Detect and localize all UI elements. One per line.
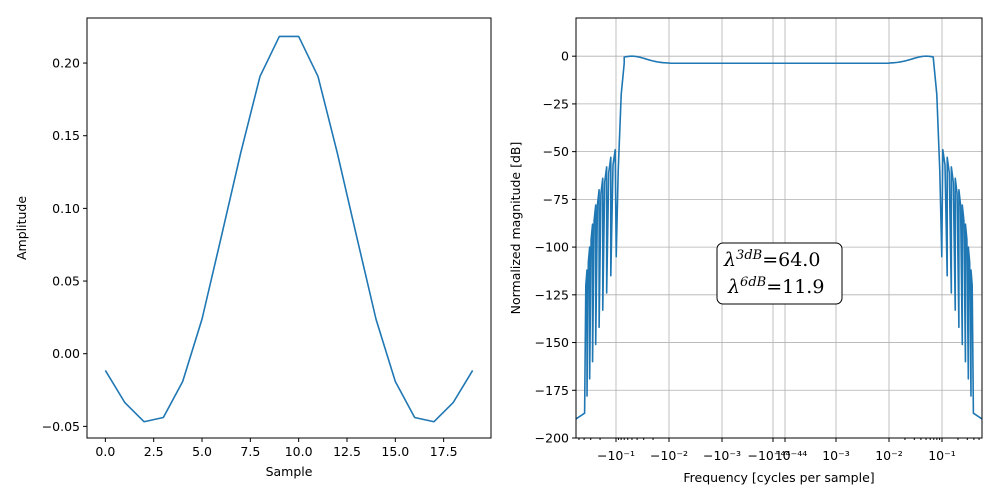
right-y-tick-label: −175 [535,383,569,398]
right-x-tick-label: 10⁻³ [822,448,850,463]
frequency-response-line [575,55,983,420]
left-x-tick-label: 17.5 [430,444,458,459]
left-y-tick-label: 0.05 [52,274,80,289]
right-x-tick-label: 10⁻⁴⁴ [775,448,808,463]
lambda-symbol: λ [723,249,736,271]
left-chart-panel: 0.0 2.5 5.0 7.5 10.0 12.5 15.0 17.5 −0.05 0.00 0.0… [14,17,492,479]
lambda-annotation: λ3dB=64.0 λ6dB=11.9 [716,242,843,305]
left-x-tick-label: 0.0 [95,444,115,459]
right-y-tick-label: −50 [543,144,569,159]
right-y-tick-label: −25 [543,96,569,111]
left-y-tick-label: 0.15 [52,128,80,143]
impulse-response-line [104,35,474,423]
right-x-tick-label: −10⁻⁴⁴ [748,448,791,463]
right-axes-frame [575,17,983,439]
lambda-6db-value: =11.9 [766,276,824,298]
right-x-tick-label: −10⁻¹ [597,448,635,463]
right-y-tick-label: −75 [543,192,569,207]
left-y-tick-label: 0.10 [52,201,80,216]
lambda-symbol: λ [727,276,740,298]
right-x-tick-label: −10⁻² [650,448,688,463]
right-x-tick-label: −10⁻³ [703,448,741,463]
left-x-axis-label: Sample [266,464,313,479]
left-axes-frame [86,17,492,439]
left-x-tick-label: 15.0 [381,444,409,459]
right-y-tick-label: −100 [535,240,569,255]
right-x-tick-label: 10⁻² [875,448,903,463]
annotation-line-6db: λ6dB=11.9 [727,275,824,298]
right-y-tick-label: 0 [561,49,569,64]
lambda-3db-value: =64.0 [762,249,820,271]
right-y-tick-label: −125 [535,287,569,302]
right-y-axis-label: Normalized magnitude [dB] [508,142,523,315]
superscript-6db: 6dB [740,275,766,290]
left-y-tick-label: 0.00 [52,346,80,361]
left-x-tick-label: 7.5 [240,444,260,459]
left-x-tick-label: 12.5 [333,444,361,459]
annotation-line-3db: λ3dB=64.0 [723,248,820,271]
left-x-tick-label: 2.5 [144,444,164,459]
right-x-tick-label: 10⁻¹ [928,448,956,463]
right-y-tick-label: −150 [535,335,569,350]
superscript-3db: 3dB [736,248,762,263]
left-x-tick-label: 10.0 [285,444,313,459]
right-y-tick-label: −200 [535,431,569,446]
left-y-axis-label: Amplitude [14,196,29,260]
annotation-box [716,242,843,305]
left-y-tick-label: 0.20 [52,56,80,71]
left-x-tick-label: 5.0 [192,444,212,459]
right-x-axis-label: Frequency [cycles per sample] [683,470,874,485]
left-y-tick-label: −0.05 [42,419,80,434]
